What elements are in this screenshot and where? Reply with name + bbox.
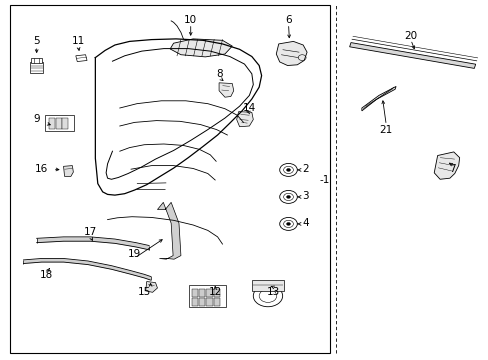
Text: 8: 8 [216, 69, 223, 79]
Polygon shape [219, 83, 233, 97]
Text: 20: 20 [404, 31, 416, 41]
FancyBboxPatch shape [30, 62, 43, 73]
Polygon shape [76, 55, 87, 62]
Bar [10, 5, 329, 353]
Text: 5: 5 [33, 36, 40, 46]
Polygon shape [170, 39, 232, 57]
FancyBboxPatch shape [31, 58, 42, 63]
FancyBboxPatch shape [56, 118, 61, 129]
Text: 19: 19 [127, 249, 141, 259]
Text: 3: 3 [302, 191, 308, 201]
FancyBboxPatch shape [62, 118, 68, 129]
Text: 18: 18 [40, 270, 53, 280]
Text: 6: 6 [285, 15, 291, 25]
Text: 14: 14 [242, 103, 256, 113]
FancyBboxPatch shape [213, 289, 220, 297]
FancyBboxPatch shape [191, 298, 198, 306]
Text: 11: 11 [71, 36, 85, 46]
Polygon shape [63, 166, 73, 176]
Text: 15: 15 [137, 287, 151, 297]
Text: 10: 10 [184, 15, 197, 25]
FancyBboxPatch shape [213, 298, 220, 306]
Text: 16: 16 [35, 164, 48, 174]
Text: 12: 12 [208, 287, 222, 297]
Circle shape [286, 222, 290, 225]
FancyBboxPatch shape [188, 285, 225, 307]
Polygon shape [157, 202, 181, 259]
Text: -1: -1 [319, 175, 330, 185]
Text: 7: 7 [448, 164, 455, 174]
Polygon shape [361, 86, 395, 111]
Circle shape [286, 168, 290, 171]
FancyBboxPatch shape [49, 118, 55, 129]
Polygon shape [349, 42, 475, 68]
Text: 21: 21 [379, 125, 392, 135]
FancyBboxPatch shape [45, 115, 74, 131]
Polygon shape [145, 282, 157, 292]
Polygon shape [433, 152, 459, 179]
Text: 17: 17 [83, 227, 97, 237]
Text: 4: 4 [302, 218, 308, 228]
Text: 13: 13 [266, 287, 280, 297]
FancyBboxPatch shape [252, 280, 283, 291]
FancyBboxPatch shape [199, 298, 205, 306]
Polygon shape [276, 41, 306, 66]
Text: 9: 9 [33, 114, 40, 124]
Polygon shape [236, 112, 253, 127]
FancyBboxPatch shape [199, 289, 205, 297]
FancyBboxPatch shape [206, 298, 212, 306]
Text: 2: 2 [302, 164, 308, 174]
Circle shape [286, 195, 290, 198]
FancyBboxPatch shape [191, 289, 198, 297]
FancyBboxPatch shape [206, 289, 212, 297]
